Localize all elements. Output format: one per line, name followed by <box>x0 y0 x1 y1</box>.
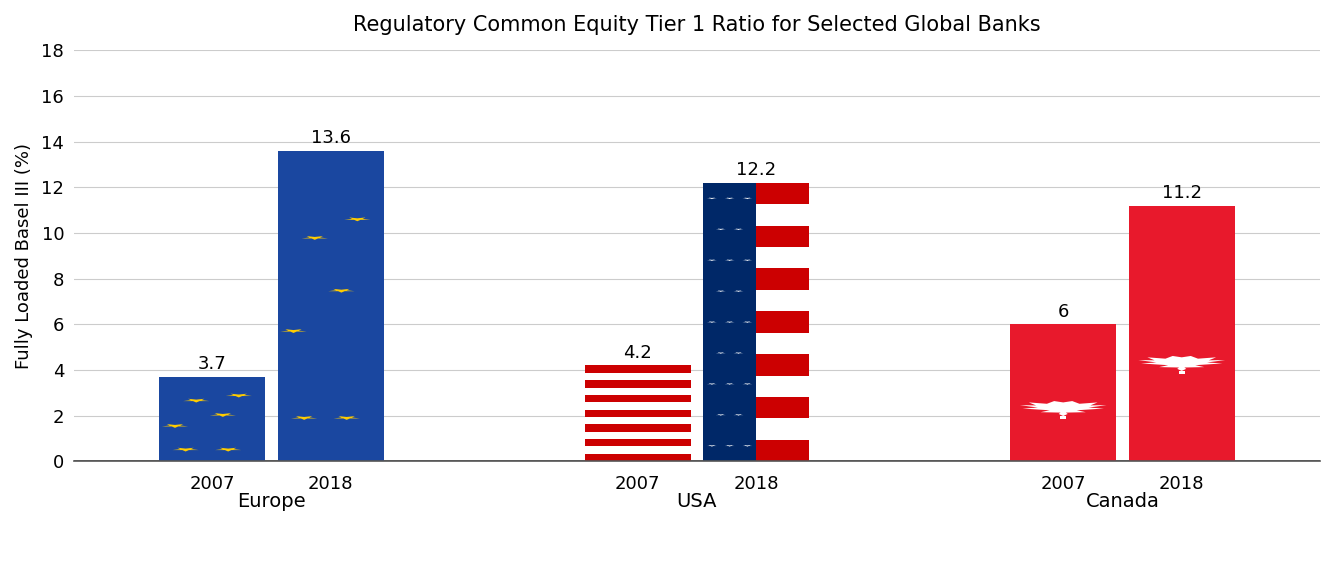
Bar <box>1011 325 1116 461</box>
Polygon shape <box>716 414 726 416</box>
Polygon shape <box>716 290 726 292</box>
Polygon shape <box>334 416 360 420</box>
Polygon shape <box>716 352 726 354</box>
Polygon shape <box>162 424 188 428</box>
Polygon shape <box>215 447 242 452</box>
Polygon shape <box>733 229 744 230</box>
Polygon shape <box>725 198 734 199</box>
Bar <box>585 395 692 402</box>
Polygon shape <box>280 329 307 333</box>
Polygon shape <box>733 290 744 292</box>
Polygon shape <box>172 447 199 452</box>
Bar <box>585 365 692 373</box>
Polygon shape <box>706 259 717 261</box>
Bar <box>756 247 809 269</box>
Polygon shape <box>302 236 328 240</box>
Bar <box>704 183 756 461</box>
Text: 11.2: 11.2 <box>1161 184 1202 202</box>
Bar <box>756 226 809 247</box>
Polygon shape <box>706 198 717 199</box>
Bar <box>278 151 384 461</box>
Bar <box>585 387 692 395</box>
Polygon shape <box>706 445 717 446</box>
Y-axis label: Fully Loaded Basel III (%): Fully Loaded Basel III (%) <box>15 143 33 369</box>
Bar <box>585 439 692 446</box>
Bar <box>756 290 809 311</box>
Text: Canada: Canada <box>1085 492 1159 511</box>
Polygon shape <box>725 259 734 261</box>
Polygon shape <box>733 352 744 354</box>
Bar <box>159 377 266 461</box>
Polygon shape <box>742 445 753 446</box>
Bar <box>585 454 692 461</box>
Polygon shape <box>742 198 753 199</box>
Polygon shape <box>706 383 717 385</box>
Bar <box>585 410 692 417</box>
Text: Europe: Europe <box>238 492 306 511</box>
Bar <box>585 425 692 432</box>
Bar <box>585 417 692 425</box>
Polygon shape <box>725 322 734 323</box>
Bar <box>756 376 809 397</box>
Polygon shape <box>742 259 753 261</box>
Bar <box>585 402 692 410</box>
Polygon shape <box>183 399 210 403</box>
Polygon shape <box>1020 401 1107 416</box>
Polygon shape <box>291 416 318 420</box>
Bar <box>585 380 692 387</box>
Bar <box>756 333 809 354</box>
Polygon shape <box>742 383 753 385</box>
Polygon shape <box>226 394 252 397</box>
Text: 6: 6 <box>1057 303 1069 321</box>
Text: 3.7: 3.7 <box>198 355 227 373</box>
Bar <box>756 311 809 333</box>
Text: 4.2: 4.2 <box>623 344 651 362</box>
Bar <box>1179 371 1185 373</box>
Polygon shape <box>725 445 734 446</box>
Polygon shape <box>1139 356 1226 371</box>
Text: 12.2: 12.2 <box>736 161 776 179</box>
Bar <box>756 183 809 204</box>
Text: 2007: 2007 <box>615 475 661 493</box>
Bar <box>756 354 809 376</box>
Text: USA: USA <box>677 492 717 511</box>
Bar <box>1060 416 1067 419</box>
Bar <box>756 397 809 419</box>
Text: 2007: 2007 <box>190 475 235 493</box>
Bar <box>585 446 692 454</box>
Polygon shape <box>210 413 236 417</box>
Title: Regulatory Common Equity Tier 1 Ratio for Selected Global Banks: Regulatory Common Equity Tier 1 Ratio fo… <box>354 15 1041 35</box>
Bar <box>1128 206 1235 461</box>
Polygon shape <box>733 414 744 416</box>
Text: 2018: 2018 <box>308 475 354 493</box>
Polygon shape <box>706 322 717 323</box>
Text: 2018: 2018 <box>733 475 780 493</box>
Text: 13.6: 13.6 <box>311 129 351 148</box>
Bar <box>585 373 692 380</box>
Bar <box>756 440 809 461</box>
Bar <box>756 204 809 226</box>
Bar <box>756 269 809 290</box>
Polygon shape <box>742 322 753 323</box>
Text: 2018: 2018 <box>1159 475 1204 493</box>
Text: 2007: 2007 <box>1040 475 1085 493</box>
Polygon shape <box>716 229 726 230</box>
Bar <box>756 419 809 440</box>
Polygon shape <box>344 218 371 221</box>
Polygon shape <box>328 289 355 293</box>
Polygon shape <box>725 383 734 385</box>
Bar <box>585 432 692 439</box>
